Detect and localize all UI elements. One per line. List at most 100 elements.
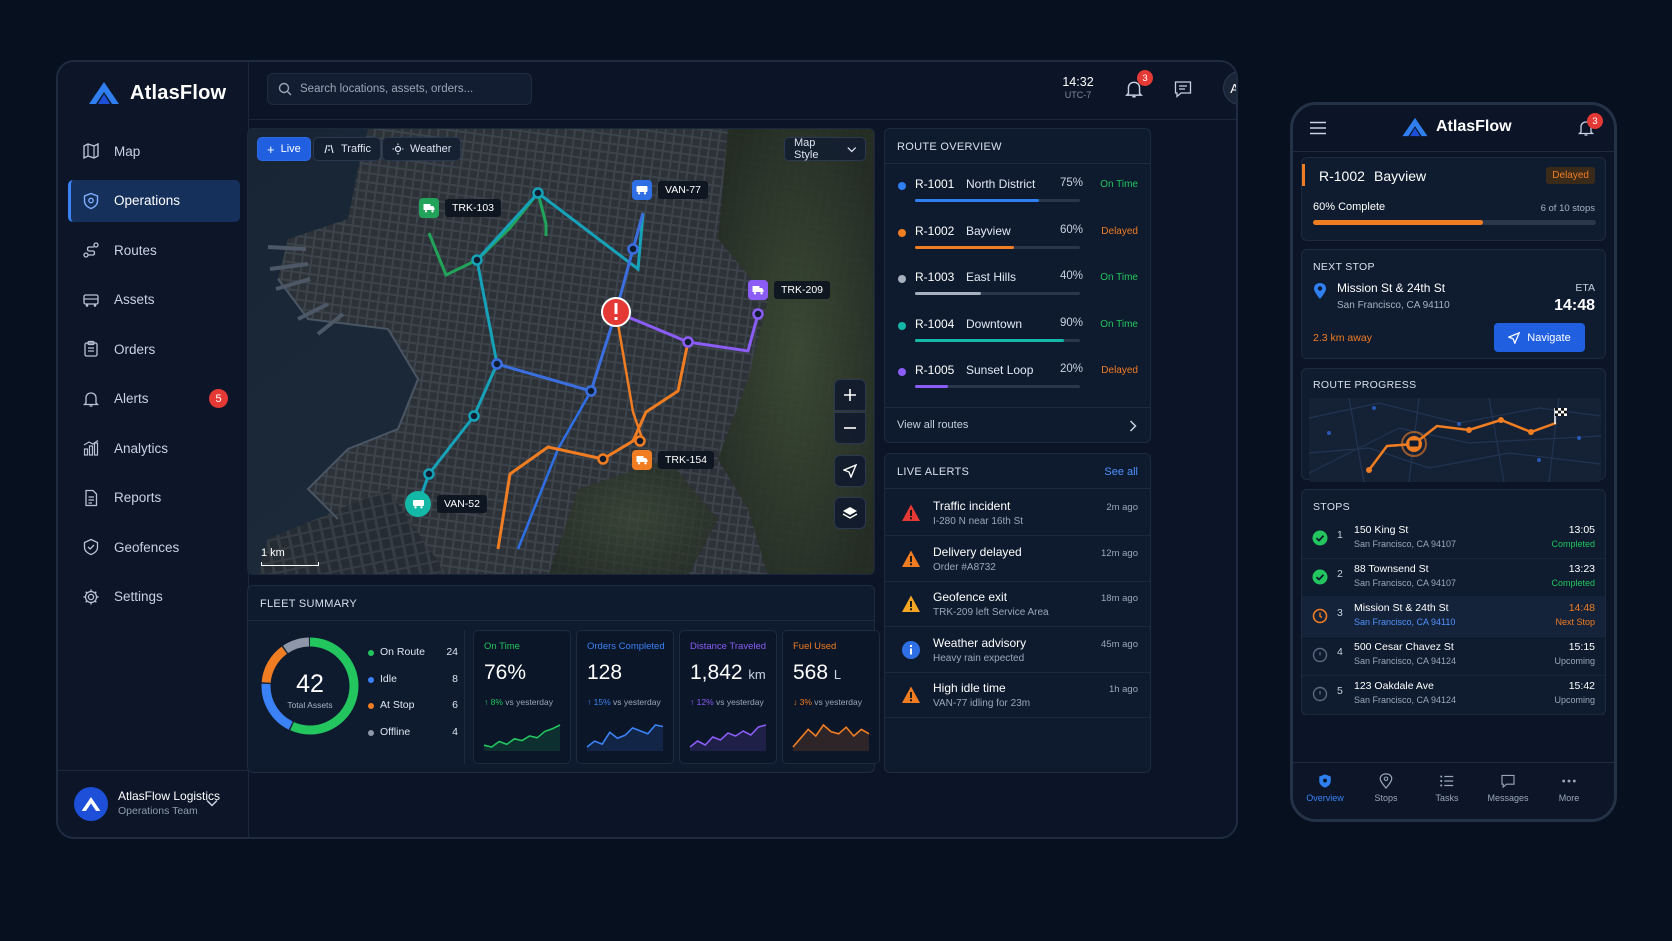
navigate-button[interactable]: Navigate	[1494, 323, 1585, 352]
live-map[interactable]: + Live Traffic Weather Map Style TRK-103…	[247, 128, 875, 575]
see-all-alerts-link[interactable]: See all	[1104, 466, 1138, 478]
map-canvas[interactable]	[248, 129, 875, 575]
hamburger-menu-icon[interactable]	[1309, 121, 1327, 135]
finish-flag-icon	[1554, 408, 1567, 424]
notifications-button[interactable]: 3	[1121, 70, 1153, 102]
stop-row[interactable]: 1 150 King St San Francisco, CA 94107 13:05…	[1302, 518, 1605, 559]
legend-label: Idle	[380, 672, 397, 685]
alert-row[interactable]: High idle time VAN-77 idling for 23m 1h ag…	[885, 672, 1150, 718]
nav-tab-stops[interactable]: Stops	[1354, 773, 1418, 803]
alert-row[interactable]: Weather advisory Heavy rain expected 45m a…	[885, 627, 1150, 673]
stop-city: San Francisco, CA 94124	[1354, 656, 1457, 666]
search-bar[interactable]	[267, 73, 532, 105]
stop-row[interactable]: 3 Mission St & 24th St San Francisco, CA 9…	[1302, 596, 1605, 637]
sidebar-item-routes[interactable]: Routes	[68, 229, 240, 271]
alert-subtitle: I-280 N near 16th St	[933, 516, 1024, 527]
vehicle-marker-van-77[interactable]: VAN-77	[632, 180, 708, 200]
sidebar-item-reports[interactable]: Reports	[68, 477, 240, 519]
vehicle-marker-trk-154[interactable]: TRK-154	[632, 450, 715, 470]
route-status: On Time	[1100, 272, 1138, 283]
kpi-value: 1,842	[690, 661, 743, 684]
chevron-right-icon[interactable]	[1129, 420, 1137, 432]
layers-button[interactable]	[834, 497, 866, 529]
stop-row[interactable]: 2 88 Townsend St San Francisco, CA 94107 13…	[1302, 557, 1605, 598]
weather-toggle[interactable]: Weather	[382, 137, 462, 161]
zoom-in-button[interactable]	[834, 379, 866, 411]
mobile-notifications-button[interactable]: 3	[1577, 113, 1603, 139]
route-row-r-1002[interactable]: R-1002 Bayview 60% Delayed	[885, 213, 1150, 259]
route-id: R-1002	[915, 223, 955, 238]
traffic-toggle[interactable]: Traffic	[313, 137, 381, 161]
stop-row[interactable]: 5 123 Oakdale Ave San Francisco, CA 94124 1…	[1302, 674, 1605, 715]
vehicle-marker-van-52[interactable]: VAN-52	[405, 491, 487, 517]
incident-marker-icon[interactable]	[601, 297, 631, 327]
sidebar-item-assets[interactable]: Assets	[68, 279, 240, 321]
sidebar-item-analytics[interactable]: Analytics	[68, 427, 240, 469]
view-all-routes-link[interactable]: View all routes	[897, 419, 969, 431]
alert-row[interactable]: Geofence exit TRK-209 left Service Area 18…	[885, 581, 1150, 627]
kpi-card-orders-completed[interactable]: Orders Completed 128 ↑ 15% vs yesterday	[576, 630, 674, 764]
user-avatar[interactable]: AM	[1223, 71, 1236, 105]
route-row-r-1001[interactable]: R-1001 North District 75% On Time	[885, 166, 1150, 212]
active-route-card[interactable]: R-1002 Bayview Delayed 60% Complete 6 of…	[1301, 157, 1606, 241]
sidebar-item-settings[interactable]: Settings	[68, 576, 240, 618]
nav-tab-more[interactable]: More	[1537, 773, 1601, 803]
live-toggle[interactable]: + Live	[257, 137, 311, 161]
route-row-r-1003[interactable]: R-1003 East Hills 40% On Time	[885, 259, 1150, 305]
route-color-dot	[898, 368, 906, 376]
alert-subtitle: TRK-209 left Service Area	[933, 607, 1049, 618]
minus-icon	[844, 427, 856, 429]
legend-label: At Stop	[380, 699, 415, 711]
kpi-title: Distance Traveled	[690, 641, 767, 652]
alert-row[interactable]: Traffic incident I-280 N near 16th St 2m a…	[885, 490, 1150, 536]
notification-count-badge: 3	[1587, 113, 1603, 129]
kpi-card-on-time[interactable]: On Time 76% ↑ 8% vs yesterday	[473, 630, 571, 764]
kpi-delta: ↓ 3%	[793, 697, 812, 707]
plus-icon	[844, 389, 856, 401]
legend-label: On Route	[380, 646, 425, 658]
piers	[267, 245, 345, 336]
sidebar-item-operations[interactable]: Operations	[68, 179, 240, 222]
messages-button[interactable]	[1170, 76, 1196, 102]
stop-row[interactable]: 4 500 Cesar Chavez St San Francisco, CA 94…	[1302, 635, 1605, 676]
app-logo[interactable]: AtlasFlow	[88, 78, 226, 108]
organization-switcher[interactable]: AtlasFlow Logistics Operations Team	[58, 770, 248, 837]
nav-tab-overview[interactable]: Overview	[1293, 773, 1357, 803]
chat-icon	[1174, 81, 1192, 98]
org-name: AtlasFlow Logistics	[118, 789, 221, 803]
kpi-value: 568	[793, 661, 829, 684]
route-id: R-1002	[1319, 168, 1365, 184]
sidebar-item-orders[interactable]: Orders	[68, 328, 240, 370]
map-style-dropdown[interactable]: Map Style	[784, 137, 866, 161]
nav-tab-messages[interactable]: Messages	[1476, 773, 1540, 803]
bell-icon	[82, 391, 100, 407]
stop-status: Upcoming	[1554, 656, 1595, 666]
search-input[interactable]	[300, 83, 520, 95]
sidebar-item-map[interactable]: Map	[68, 130, 240, 172]
zoom-out-button[interactable]	[834, 412, 866, 444]
route-progress-fill	[915, 338, 1064, 342]
kpi-card-fuel-used[interactable]: Fuel Used 568 L ↓ 3% vs yesterday	[782, 630, 880, 764]
alert-time: 18m ago	[1101, 593, 1138, 604]
sidebar-item-alerts[interactable]: Alerts 5	[68, 378, 240, 420]
route-progress-map[interactable]	[1309, 398, 1601, 482]
kpi-sparkline	[792, 723, 870, 751]
alerts-count-badge: 5	[209, 389, 228, 408]
route-row-r-1004[interactable]: R-1004 Downtown 90% On Time	[885, 306, 1150, 352]
stop-number: 2	[1337, 568, 1343, 580]
vehicle-marker-trk-103[interactable]: TRK-103	[419, 198, 502, 218]
sidebar-item-label: Analytics	[114, 440, 169, 456]
vehicle-marker-trk-209[interactable]: TRK-209	[748, 280, 831, 300]
sidebar-item-geofences[interactable]: Geofences	[68, 526, 240, 568]
list-icon	[1440, 775, 1454, 787]
route-row-r-1005[interactable]: R-1005 Sunset Loop 20% Delayed	[885, 352, 1150, 398]
locate-button[interactable]	[834, 455, 866, 487]
legend-value: 4	[452, 725, 458, 738]
nav-tab-tasks[interactable]: Tasks	[1415, 773, 1479, 803]
route-status: On Time	[1100, 179, 1138, 190]
kpi-title: Fuel Used	[793, 641, 837, 652]
alert-row[interactable]: Delivery delayed Order #A8732 12m ago	[885, 536, 1150, 582]
fleet-legend-item: At Stop 6	[368, 699, 458, 713]
kpi-card-distance-traveled[interactable]: Distance Traveled 1,842 km ↑ 12% vs yester…	[679, 630, 777, 764]
chevron-down-icon[interactable]	[206, 799, 218, 807]
